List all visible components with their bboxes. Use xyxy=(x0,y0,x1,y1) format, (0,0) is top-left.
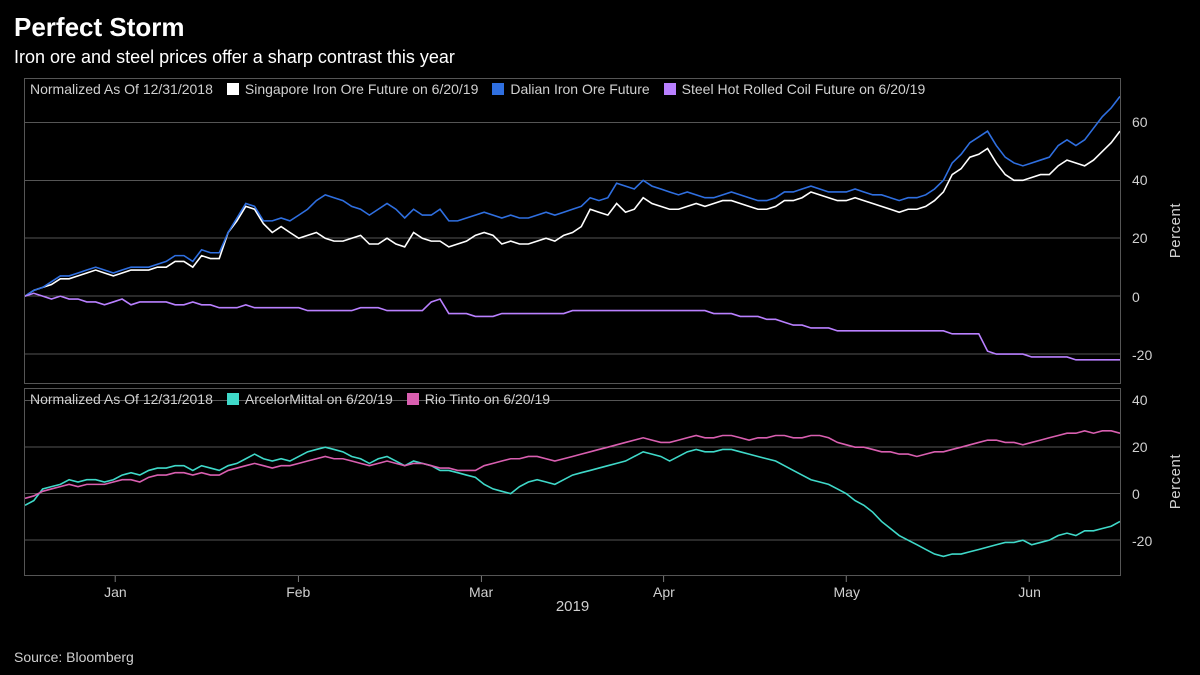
y-tick-label: 40 xyxy=(1132,172,1148,188)
legend-item: Rio Tinto on 6/20/19 xyxy=(407,391,550,407)
x-tick-mark xyxy=(115,576,116,582)
legend-label: Singapore Iron Ore Future on 6/20/19 xyxy=(245,81,478,97)
panels-area: Normalized As Of 12/31/2018 Singapore Iro… xyxy=(14,78,1186,645)
y-axis-label: Percent xyxy=(1167,454,1184,509)
x-tick-label: Apr xyxy=(653,584,675,600)
x-tick: Jan xyxy=(104,576,127,600)
legend-label: Steel Hot Rolled Coil Future on 6/20/19 xyxy=(682,81,926,97)
legend-swatch xyxy=(664,83,676,95)
legend-item: Steel Hot Rolled Coil Future on 6/20/19 xyxy=(664,81,926,97)
y-axis-label: Percent xyxy=(1167,203,1184,258)
series-line xyxy=(25,431,1120,498)
series-line xyxy=(25,96,1120,296)
y-tick-label: 40 xyxy=(1132,392,1148,408)
x-tick-label: May xyxy=(834,584,860,600)
chart-title: Perfect Storm xyxy=(14,12,1186,43)
x-tick-mark xyxy=(846,576,847,582)
legend-label: Rio Tinto on 6/20/19 xyxy=(425,391,550,407)
x-tick-mark xyxy=(481,576,482,582)
x-tick-label: Jun xyxy=(1018,584,1041,600)
x-tick-label: Jan xyxy=(104,584,127,600)
x-tick: Feb xyxy=(286,576,310,600)
y-tick-label: -20 xyxy=(1132,347,1152,363)
x-tick: Apr xyxy=(653,576,675,600)
y-tick-label: 20 xyxy=(1132,230,1148,246)
chart-subtitle: Iron ore and steel prices offer a sharp … xyxy=(14,47,1186,68)
x-tick: Jun xyxy=(1018,576,1041,600)
legend-row-1: Normalized As Of 12/31/2018 ArcelorMittal… xyxy=(28,391,1116,407)
x-tick-mark xyxy=(298,576,299,582)
legend-note: Normalized As Of 12/31/2018 xyxy=(30,81,213,97)
y-tick-label: -20 xyxy=(1132,533,1152,549)
chart-svg xyxy=(25,389,1120,575)
chart-svg xyxy=(25,79,1120,383)
x-axis: Jan Feb Mar Apr May Jun 2019 xyxy=(24,576,1121,618)
legend-note: Normalized As Of 12/31/2018 xyxy=(30,391,213,407)
legend-swatch xyxy=(492,83,504,95)
legend-item: ArcelorMittal on 6/20/19 xyxy=(227,391,393,407)
y-tick-label: 0 xyxy=(1132,289,1140,305)
y-tick-label: 0 xyxy=(1132,486,1140,502)
legend-label: Dalian Iron Ore Future xyxy=(510,81,649,97)
x-tick-mark xyxy=(663,576,664,582)
x-tick-label: Feb xyxy=(286,584,310,600)
x-tick: May xyxy=(834,576,860,600)
chart-panel-0 xyxy=(24,78,1121,384)
source-line: Source: Bloomberg xyxy=(14,649,1186,665)
legend-swatch xyxy=(227,393,239,405)
y-tick-label: 20 xyxy=(1132,439,1148,455)
x-tick: Mar xyxy=(469,576,493,600)
legend-row-0: Normalized As Of 12/31/2018 Singapore Iro… xyxy=(28,81,1116,97)
series-line xyxy=(25,131,1120,296)
y-tick-label: 60 xyxy=(1132,114,1148,130)
legend-label: ArcelorMittal on 6/20/19 xyxy=(245,391,393,407)
legend-swatch xyxy=(227,83,239,95)
series-line xyxy=(25,293,1120,360)
chart-panel-1 xyxy=(24,388,1121,576)
legend-swatch xyxy=(407,393,419,405)
x-year-label: 2019 xyxy=(556,598,589,615)
x-tick-mark xyxy=(1029,576,1030,582)
legend-item: Singapore Iron Ore Future on 6/20/19 xyxy=(227,81,478,97)
chart-frame: Perfect Storm Iron ore and steel prices … xyxy=(0,0,1200,675)
legend-item: Dalian Iron Ore Future xyxy=(492,81,649,97)
x-tick-label: Mar xyxy=(469,584,493,600)
